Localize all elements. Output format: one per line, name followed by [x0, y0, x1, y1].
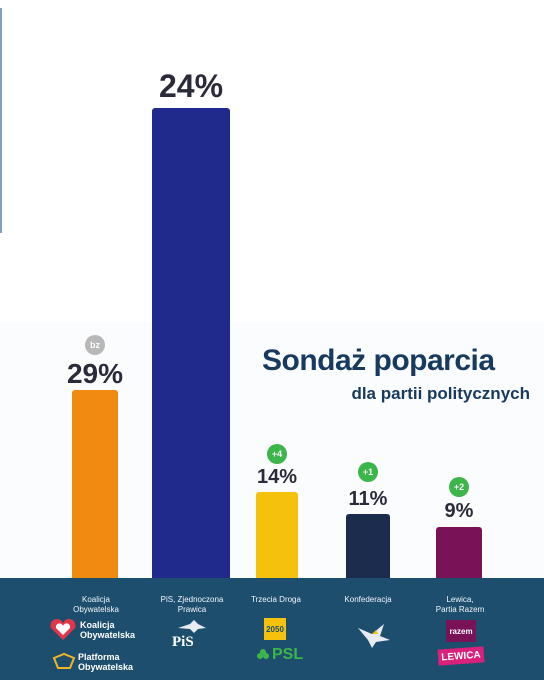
chart-subtitle: dla partii politycznych — [351, 384, 530, 403]
crowned-eagle-icon — [358, 624, 390, 648]
po-logo-text-2: Obywatelska — [78, 662, 134, 672]
change-badge-3: +1 — [358, 462, 378, 482]
po-logo-text-1: Platforma — [78, 652, 120, 662]
lewica-logo: LEWICA — [437, 646, 485, 666]
value-label-2: 14% — [256, 466, 298, 488]
polska2050-logo: 2050 — [264, 618, 286, 640]
td-logo: 2050 PSL — [256, 618, 326, 668]
party-label-pis: PiS, Zjednoczona Prawica — [160, 595, 224, 614]
konfederacja-logo — [354, 620, 394, 650]
change-badge-0: bz — [85, 335, 105, 355]
bar-3 — [346, 514, 390, 590]
pis-logo-text: PiS — [172, 634, 194, 650]
po-logo: Platforma Obywatelska — [52, 650, 152, 676]
change-badge-4: +2 — [449, 477, 469, 497]
bar-1 — [152, 108, 230, 590]
party-label-lewica: Lewica, Partia Razem — [435, 595, 485, 614]
bar-0 — [72, 390, 118, 590]
edge-line — [0, 8, 2, 233]
ko-logo: Koalicja Obywatelska — [48, 618, 148, 642]
pis-logo: PiS — [170, 620, 210, 654]
value-label-1: 24% — [158, 68, 224, 104]
value-label-4: 9% — [444, 500, 474, 522]
heart-icon — [50, 619, 76, 640]
clover-icon — [257, 649, 269, 659]
party-label-td: Trzecia Droga — [251, 595, 301, 604]
party-label-ko: Koalicja Obywatelska — [73, 595, 119, 614]
top-background — [0, 0, 544, 322]
chart-title: Sondaż poparcia — [262, 344, 495, 377]
change-badge-2: +4 — [267, 444, 287, 464]
value-label-0: 29% — [66, 358, 124, 389]
bar-2 — [256, 492, 298, 590]
ko-logo-text-1: Koalicja — [80, 620, 115, 630]
party-label-konf: Konfederacja — [344, 595, 392, 604]
po-emblem-icon — [52, 652, 76, 669]
value-label-3: 11% — [348, 488, 388, 510]
razem-logo: razem — [446, 620, 476, 642]
psl-logo-text: PSL — [272, 646, 304, 663]
eagle-icon — [178, 620, 206, 633]
ko-logo-text-2: Obywatelska — [80, 630, 136, 640]
